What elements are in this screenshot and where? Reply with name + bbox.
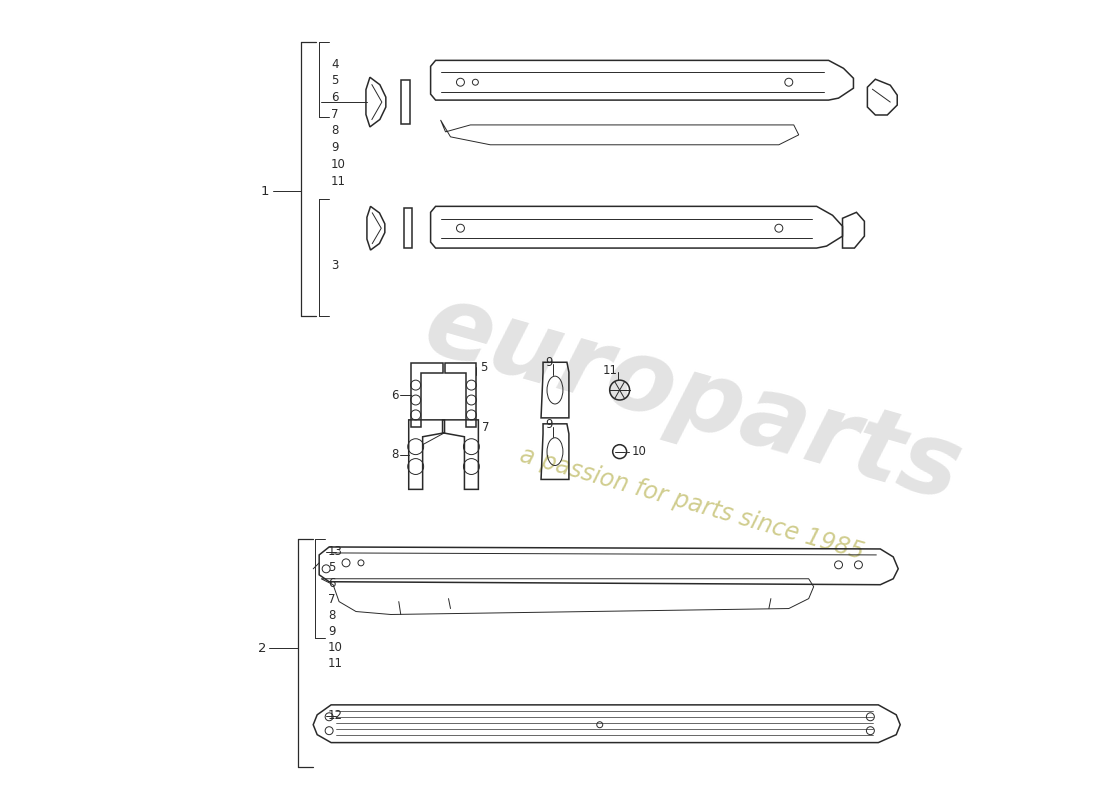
Text: 9: 9 — [546, 356, 553, 369]
Text: 11: 11 — [328, 657, 343, 670]
Text: 6: 6 — [392, 389, 399, 402]
Text: 11: 11 — [603, 364, 618, 377]
Text: 2: 2 — [257, 642, 266, 654]
Text: europarts: europarts — [414, 277, 971, 523]
Text: 11: 11 — [331, 175, 346, 188]
Text: 1: 1 — [261, 185, 270, 198]
Text: 5: 5 — [328, 562, 336, 574]
Text: 9: 9 — [331, 142, 339, 154]
Text: a passion for parts since 1985: a passion for parts since 1985 — [517, 442, 867, 564]
Text: 10: 10 — [331, 158, 346, 171]
Text: 12: 12 — [328, 710, 343, 722]
Text: 6: 6 — [331, 90, 339, 104]
Text: 7: 7 — [482, 422, 490, 434]
Text: 9: 9 — [546, 418, 553, 431]
Text: 4: 4 — [331, 58, 339, 71]
Text: 13: 13 — [328, 546, 343, 558]
Text: 9: 9 — [328, 625, 336, 638]
Text: 10: 10 — [631, 445, 647, 458]
Text: 8: 8 — [328, 609, 336, 622]
Text: 8: 8 — [392, 448, 399, 461]
Text: 7: 7 — [331, 107, 339, 121]
Text: 10: 10 — [328, 641, 343, 654]
Text: 5: 5 — [331, 74, 339, 86]
Text: 3: 3 — [331, 259, 339, 273]
Text: 6: 6 — [328, 578, 336, 590]
Text: 7: 7 — [328, 593, 336, 606]
Text: 8: 8 — [331, 124, 339, 138]
Text: 5: 5 — [481, 361, 487, 374]
